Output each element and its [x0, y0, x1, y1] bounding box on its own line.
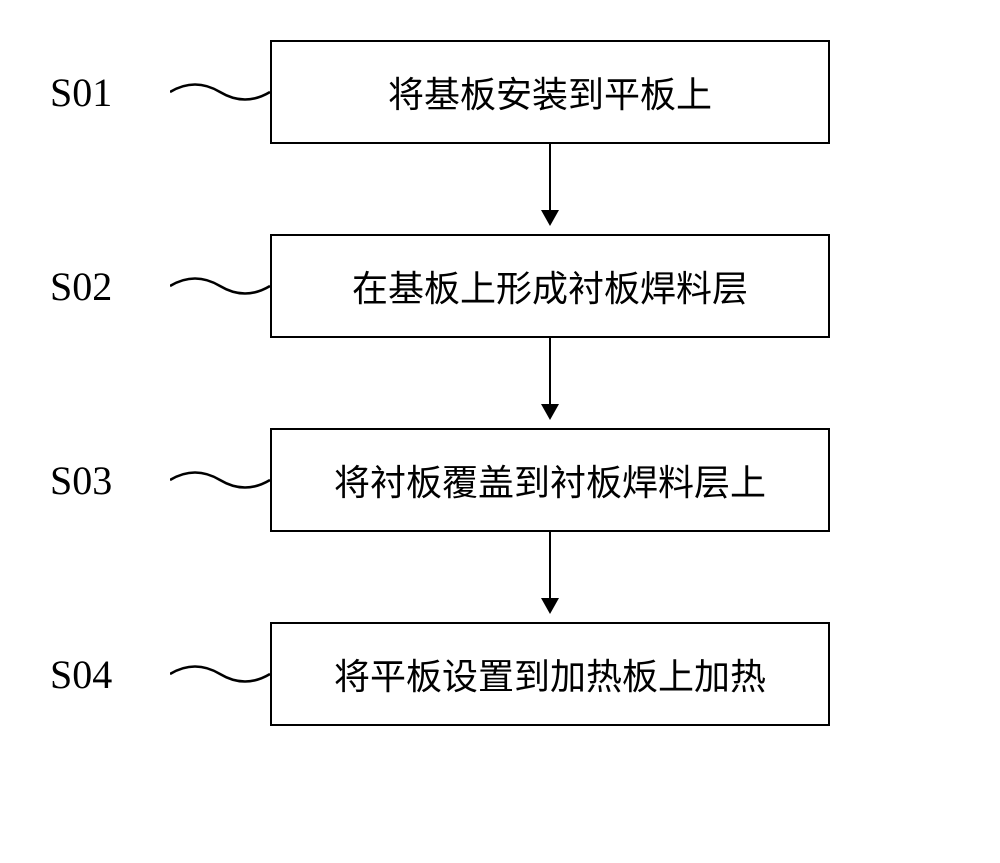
step-row-1: S01 将基板安装到平板上: [50, 40, 950, 144]
step-text-3: 将衬板覆盖到衬板焊料层上: [334, 454, 766, 506]
arrow-head-1: [541, 210, 559, 226]
arrow-line-2: [549, 338, 551, 408]
step-row-3: S03 将衬板覆盖到衬板焊料层上: [50, 428, 950, 532]
step-text-4: 将平板设置到加热板上加热: [334, 648, 766, 700]
tilde-connector-1: [170, 72, 270, 112]
arrow-2: [270, 338, 830, 428]
step-box-4: 将平板设置到加热板上加热: [270, 622, 830, 726]
step-label-1: S01: [50, 69, 170, 116]
tilde-connector-4: [170, 654, 270, 694]
step-box-2: 在基板上形成衬板焊料层: [270, 234, 830, 338]
arrow-head-3: [541, 598, 559, 614]
step-label-3: S03: [50, 457, 170, 504]
tilde-connector-3: [170, 460, 270, 500]
step-row-2: S02 在基板上形成衬板焊料层: [50, 234, 950, 338]
arrow-3: [270, 532, 830, 622]
step-box-1: 将基板安装到平板上: [270, 40, 830, 144]
step-label-4: S04: [50, 651, 170, 698]
arrow-line-1: [549, 144, 551, 214]
flowchart-container: S01 将基板安装到平板上 S02 在基板上形成衬板焊料层 S03: [50, 40, 950, 726]
tilde-connector-2: [170, 266, 270, 306]
step-box-3: 将衬板覆盖到衬板焊料层上: [270, 428, 830, 532]
step-label-2: S02: [50, 263, 170, 310]
arrow-line-3: [549, 532, 551, 602]
arrow-1: [270, 144, 830, 234]
step-row-4: S04 将平板设置到加热板上加热: [50, 622, 950, 726]
arrow-head-2: [541, 404, 559, 420]
step-text-2: 在基板上形成衬板焊料层: [352, 260, 748, 312]
step-text-1: 将基板安装到平板上: [388, 66, 712, 118]
